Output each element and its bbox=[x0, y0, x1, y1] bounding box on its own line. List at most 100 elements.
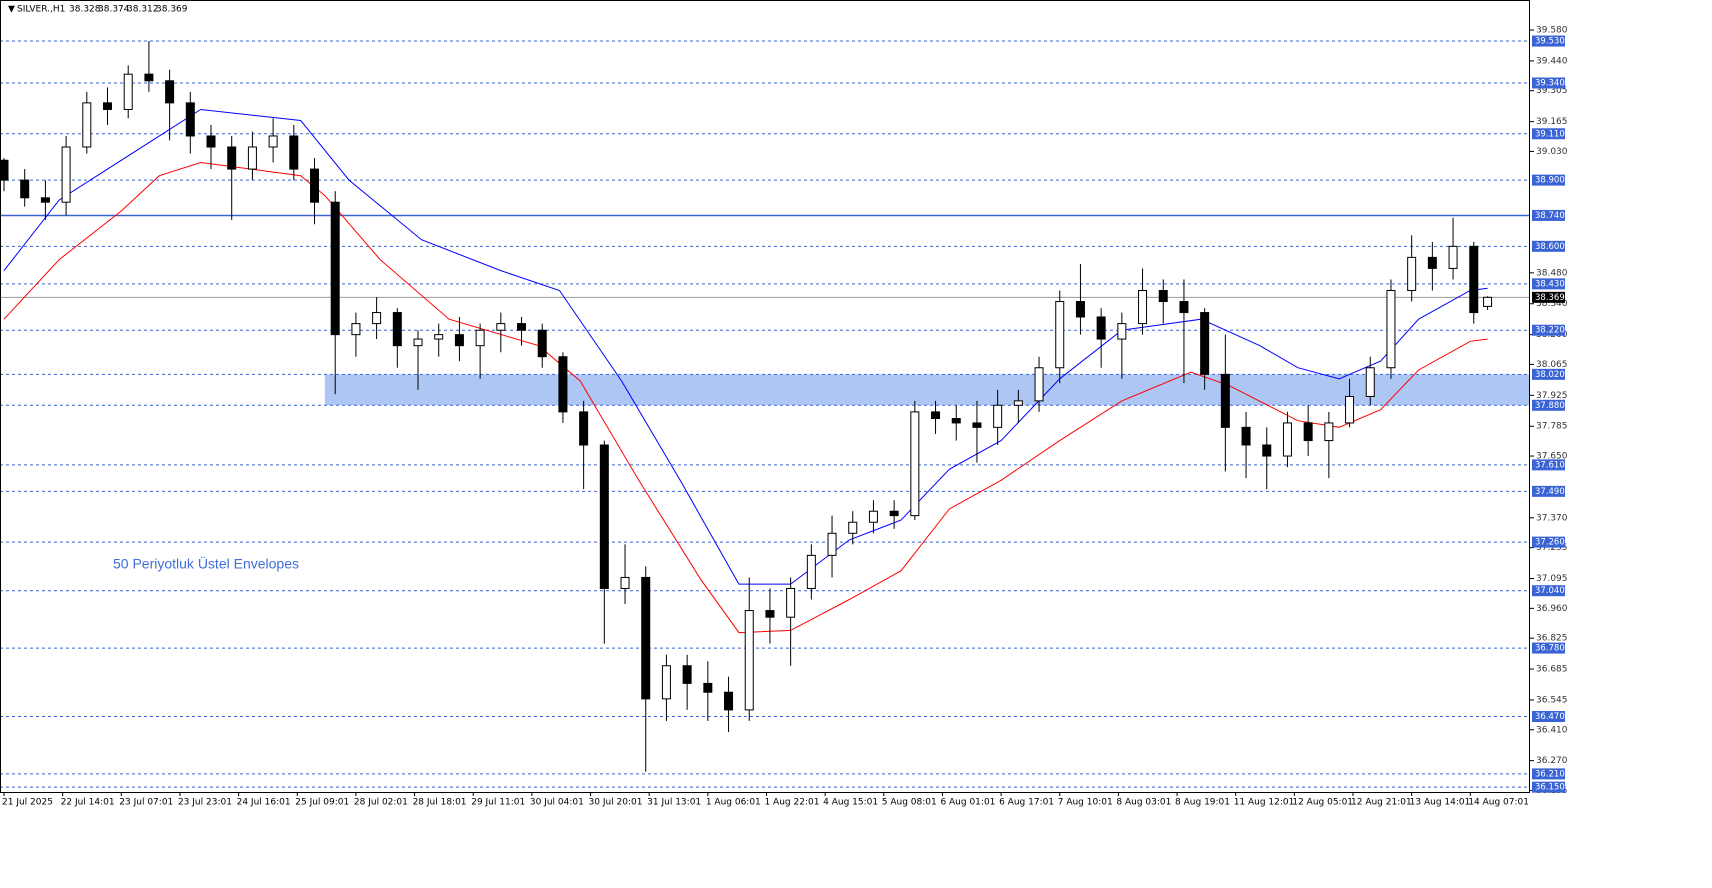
level-label-bg bbox=[1532, 399, 1565, 411]
y-tick-label: 39.580 bbox=[1536, 26, 1568, 36]
y-tick-label: 36.685 bbox=[1536, 665, 1568, 675]
candle-body bbox=[185, 102, 195, 137]
candle-body bbox=[1200, 312, 1210, 375]
level-label-bg bbox=[1532, 35, 1565, 47]
y-tick-label: 37.925 bbox=[1536, 391, 1568, 401]
candle-body bbox=[206, 135, 216, 148]
candle-body bbox=[1034, 367, 1044, 402]
candle-body bbox=[310, 168, 320, 203]
candle-body bbox=[682, 665, 692, 684]
candle-body bbox=[558, 356, 568, 413]
annotation: 50 Periyotluk Üstel Envelopes bbox=[113, 555, 299, 572]
candle-body bbox=[1179, 301, 1189, 314]
y-tick-label: 37.095 bbox=[1536, 574, 1568, 584]
x-tick-label: 23 Jul 07:01 bbox=[119, 798, 173, 808]
candle-body bbox=[1158, 289, 1168, 303]
level-label: 36.150 bbox=[1535, 783, 1565, 793]
x-tick-label: 1 Aug 06:01 bbox=[706, 798, 761, 808]
candle-body bbox=[1469, 245, 1479, 314]
candle-body bbox=[765, 610, 775, 618]
x-tick-label: 7 Aug 10:01 bbox=[1058, 798, 1113, 808]
level-label-bg bbox=[1532, 240, 1565, 252]
candle-body bbox=[579, 411, 589, 446]
x-tick-label: 12 Aug 05:01 bbox=[1292, 798, 1353, 808]
level-label-bg bbox=[1532, 209, 1565, 221]
x-tick-label: 31 Jul 13:01 bbox=[647, 798, 701, 808]
candle-body bbox=[972, 422, 982, 428]
x-tick-label: 4 Aug 15:01 bbox=[823, 798, 878, 808]
x-tick-label: 21 Jul 2025 bbox=[2, 798, 53, 808]
level-label: 37.490 bbox=[1535, 487, 1565, 497]
candle-body bbox=[1241, 426, 1251, 446]
candle-body bbox=[910, 411, 920, 517]
y-tick-label: 36.410 bbox=[1536, 725, 1568, 735]
level-label: 37.610 bbox=[1535, 460, 1565, 470]
symbol: SILVER.,H1 bbox=[17, 5, 65, 15]
y-tick-label: 38.480 bbox=[1536, 268, 1568, 278]
level-label: 38.220 bbox=[1535, 326, 1565, 336]
x-tick-label: 1 Aug 22:01 bbox=[764, 798, 819, 808]
level-label-bg bbox=[1532, 128, 1565, 140]
level-label: 37.880 bbox=[1535, 401, 1565, 411]
candle-body bbox=[1365, 367, 1375, 397]
candle-body bbox=[1483, 296, 1493, 307]
y-tick-label: 37.650 bbox=[1536, 452, 1568, 462]
level-label: 39.340 bbox=[1535, 78, 1565, 88]
candle-body bbox=[20, 179, 30, 199]
x-tick-label: 8 Aug 19:01 bbox=[1175, 798, 1230, 808]
header-close: 38.369 bbox=[156, 5, 188, 15]
level-label: 38.900 bbox=[1535, 176, 1565, 186]
level-label-bg bbox=[1532, 459, 1565, 471]
y-tick-label: 37.235 bbox=[1536, 543, 1568, 553]
plot-frame bbox=[0, 0, 1530, 793]
candle-body bbox=[931, 411, 941, 420]
candle-body bbox=[1138, 289, 1148, 325]
candle-body bbox=[40, 197, 50, 203]
candle-body bbox=[889, 510, 899, 517]
candle-body bbox=[724, 691, 734, 711]
candle-body bbox=[1282, 422, 1292, 457]
candle-body bbox=[1448, 245, 1458, 269]
candle-body bbox=[123, 73, 133, 110]
candle-body bbox=[951, 418, 961, 424]
candle-body bbox=[1407, 256, 1417, 291]
y-tick-label: 39.030 bbox=[1536, 147, 1568, 157]
candle-body bbox=[786, 587, 796, 618]
x-tick-label: 6 Aug 01:01 bbox=[940, 798, 995, 808]
candle-body bbox=[620, 576, 630, 589]
x-tick-label: 6 Aug 17:01 bbox=[999, 798, 1054, 808]
candle-body bbox=[413, 338, 423, 347]
candle-body bbox=[227, 146, 237, 170]
level-label: 37.040 bbox=[1535, 586, 1565, 596]
candle-body bbox=[744, 610, 754, 711]
candle-body bbox=[268, 135, 278, 148]
y-tick-label: 39.165 bbox=[1536, 117, 1568, 127]
candle-body bbox=[641, 576, 651, 700]
x-tick-label: 13 Aug 14:01 bbox=[1410, 798, 1471, 808]
level-label-bg bbox=[1532, 536, 1565, 548]
x-tick-label: 12 Aug 21:01 bbox=[1351, 798, 1412, 808]
level-label: 38.020 bbox=[1535, 370, 1565, 380]
level-label: 38.740 bbox=[1535, 211, 1565, 221]
level-label: 38.600 bbox=[1535, 242, 1565, 252]
candle-body bbox=[434, 334, 444, 340]
y-tick-label: 37.785 bbox=[1536, 422, 1568, 432]
header-low: 38.312 bbox=[127, 5, 159, 15]
candle-body bbox=[868, 510, 878, 523]
x-tick-label: 28 Jul 02:01 bbox=[354, 798, 408, 808]
level-label-bg bbox=[1532, 768, 1565, 780]
candle-body bbox=[372, 312, 382, 325]
level-label-bg bbox=[1532, 368, 1565, 380]
level-label-bg bbox=[1532, 324, 1565, 336]
y-tick-label: 36.270 bbox=[1536, 756, 1568, 766]
x-tick-label: 30 Jul 04:01 bbox=[530, 798, 584, 808]
level-label: 36.780 bbox=[1535, 644, 1565, 654]
header-arrow: ▼ bbox=[8, 5, 15, 15]
candle-body bbox=[392, 312, 402, 347]
candle-body bbox=[537, 329, 547, 358]
candle-body bbox=[661, 665, 671, 700]
x-tick-label: 23 Jul 23:01 bbox=[178, 798, 232, 808]
candle-body bbox=[1345, 395, 1355, 424]
level-label: 38.430 bbox=[1535, 279, 1565, 289]
